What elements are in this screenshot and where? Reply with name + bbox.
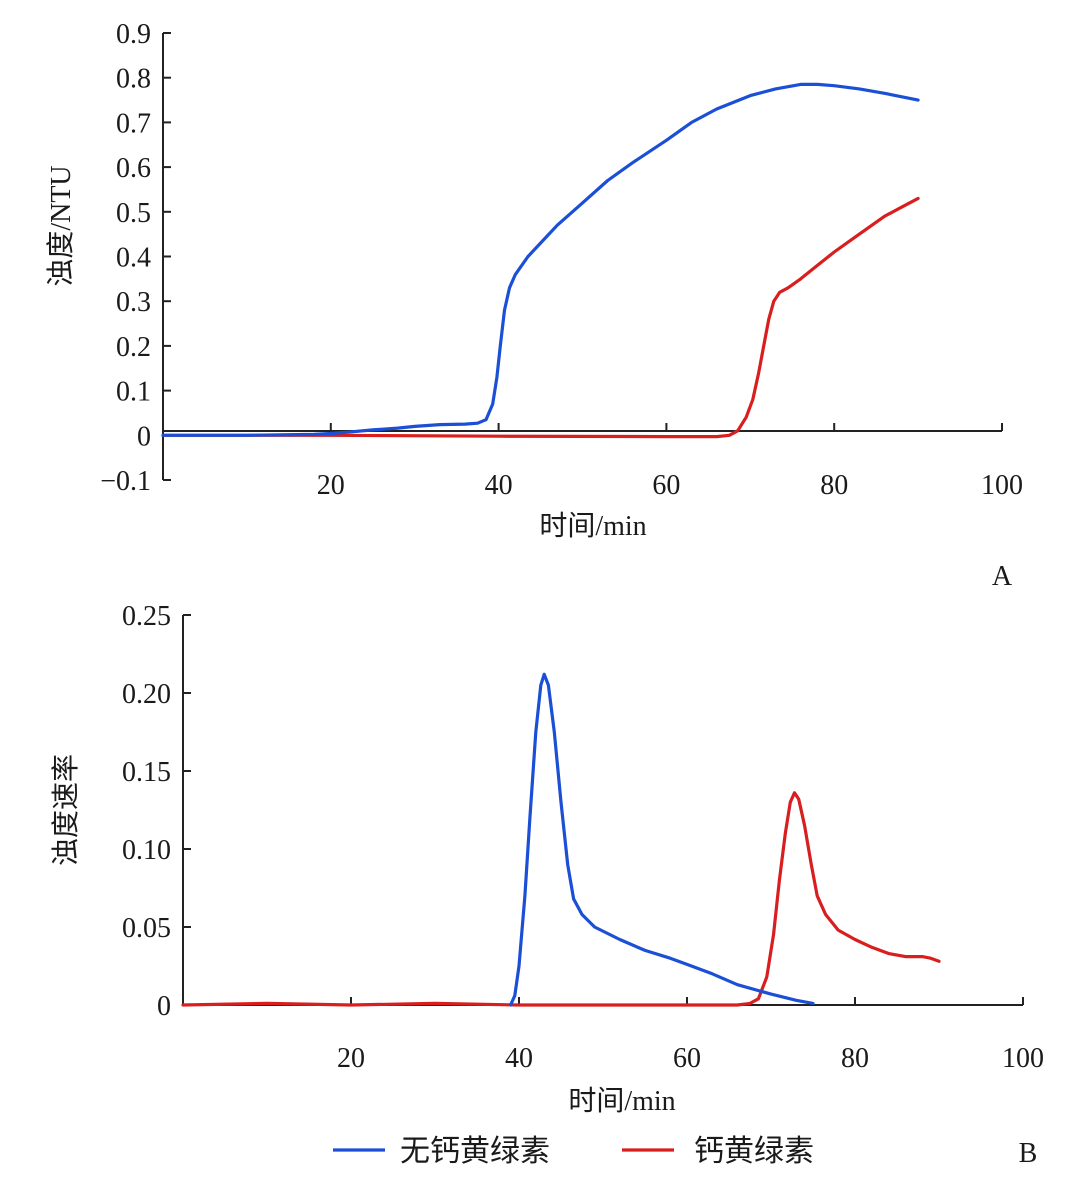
x-tick-label: 100 bbox=[1002, 1043, 1044, 1074]
x-tick-label: 20 bbox=[317, 470, 345, 501]
legend: 无钙黄绿素 钙黄绿素 bbox=[333, 1135, 814, 1168]
series-line-calcein bbox=[161, 196, 920, 439]
y-tick-label: 0.25 bbox=[122, 601, 171, 632]
series-line-no-calcein bbox=[161, 82, 920, 437]
y-tick-label: 0.5 bbox=[116, 198, 151, 229]
x-axis-label: 时间/min bbox=[568, 1085, 675, 1117]
y-tick-label: 0.05 bbox=[122, 913, 171, 944]
y-tick-label: 0.7 bbox=[116, 108, 151, 139]
y-tick-label: 0.10 bbox=[122, 835, 171, 866]
legend-label-calcein: 钙黄绿素 bbox=[694, 1135, 814, 1168]
panel-a-chart: −0.1 0 0.1 0.2 0.3 0.4 0.5 0.6 0.7 0.8 0.9 20 40 60 80… bbox=[45, 19, 1023, 592]
y-tick-label: 0.1 bbox=[116, 377, 151, 408]
y-tick-label: 0.3 bbox=[116, 287, 151, 318]
x-tick-label: 80 bbox=[841, 1043, 869, 1074]
y-axis-label: 浊度速率 bbox=[50, 754, 82, 866]
panel-label: B bbox=[1019, 1138, 1038, 1169]
y-tick-label: −0.1 bbox=[100, 466, 151, 497]
y-tick-label: 0.9 bbox=[116, 19, 151, 50]
y-tick-label: 0.6 bbox=[116, 153, 151, 184]
panel-label: A bbox=[992, 561, 1013, 592]
y-tick-label: 0.4 bbox=[116, 243, 151, 274]
y-tick-label: 0.8 bbox=[116, 64, 151, 95]
y-tick-label: 0 bbox=[137, 421, 151, 452]
x-tick-label: 60 bbox=[652, 470, 680, 501]
x-tick-label: 20 bbox=[337, 1043, 365, 1074]
series-line-calcein bbox=[181, 791, 941, 1007]
y-tick-label: 0 bbox=[157, 991, 171, 1022]
y-axis-label: 浊度/NTU bbox=[45, 165, 77, 286]
y-tick-label: 0.20 bbox=[122, 679, 171, 710]
y-tick-label: 0.2 bbox=[116, 332, 151, 363]
x-tick-label: 40 bbox=[485, 470, 513, 501]
x-tick-label: 80 bbox=[820, 470, 848, 501]
x-tick-label: 40 bbox=[505, 1043, 533, 1074]
series-line-no-calcein bbox=[509, 672, 815, 1007]
panel-b-chart: 0 0.05 0.10 0.15 0.20 0.25 20 40 60 80 100 时间/min 浊度… bbox=[50, 601, 1044, 1169]
x-tick-label: 60 bbox=[673, 1043, 701, 1074]
x-axis-label: 时间/min bbox=[539, 510, 646, 542]
legend-label-no-calcein: 无钙黄绿素 bbox=[400, 1135, 550, 1168]
x-tick-label: 100 bbox=[981, 470, 1023, 501]
y-tick-label: 0.15 bbox=[122, 757, 171, 788]
